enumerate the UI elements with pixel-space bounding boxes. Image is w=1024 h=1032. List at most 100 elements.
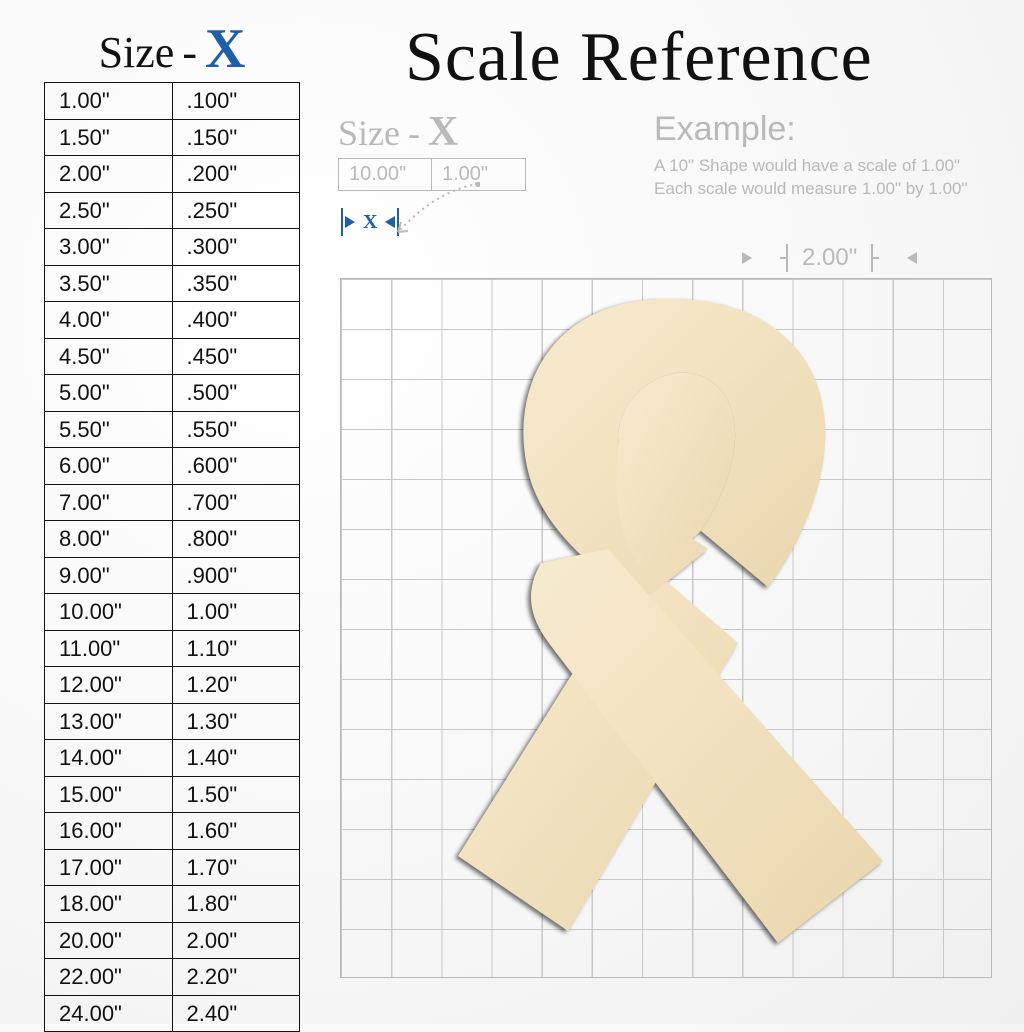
grid-dimension-label: 2.00" — [742, 244, 917, 272]
ribbon-shape-icon — [433, 291, 903, 951]
scale-cell: .700" — [172, 484, 300, 521]
size-cell: 9.00" — [45, 557, 173, 594]
mini-reference: Size - X 10.00" 1.00" — [338, 108, 526, 191]
size-table-heading: Size - X — [44, 24, 300, 82]
scale-cell: .450" — [172, 338, 300, 375]
mini-table: 10.00" 1.00" — [338, 158, 526, 191]
size-cell: 24.00" — [45, 995, 173, 1032]
table-row: 17.00"1.70" — [45, 849, 300, 886]
table-row: 18.00"1.80" — [45, 886, 300, 923]
scale-cell: .400" — [172, 302, 300, 339]
scale-cell: 1.30" — [172, 703, 300, 740]
table-row: 24.00"2.40" — [45, 995, 300, 1032]
table-row: 15.00"1.50" — [45, 776, 300, 813]
table-row: 5.00".500" — [45, 375, 300, 412]
table-row: 20.00"2.00" — [45, 922, 300, 959]
scale-cell: 2.40" — [172, 995, 300, 1032]
size-cell: 1.50" — [45, 119, 173, 156]
size-sep: - — [182, 27, 197, 78]
size-cell: 2.00" — [45, 156, 173, 193]
scale-cell: 1.40" — [172, 740, 300, 777]
mini-x-header: X — [428, 108, 458, 156]
size-cell: 12.00" — [45, 667, 173, 704]
scale-cell: 2.20" — [172, 959, 300, 996]
mini-size-label: Size — [338, 112, 400, 154]
example-line-2: Each scale would measure 1.00" by 1.00" — [654, 178, 968, 201]
scale-cell: .100" — [172, 83, 300, 120]
size-cell: 11.00" — [45, 630, 173, 667]
scale-cell: .250" — [172, 192, 300, 229]
scale-cell: 1.60" — [172, 813, 300, 850]
table-row: 10.00"1.00" — [45, 594, 300, 631]
size-cell: 1.00" — [45, 83, 173, 120]
size-cell: 3.00" — [45, 229, 173, 266]
table-row: 5.50".550" — [45, 411, 300, 448]
size-cell: 18.00" — [45, 886, 173, 923]
size-cell: 13.00" — [45, 703, 173, 740]
mini-cell-size: 10.00" — [338, 158, 432, 191]
mini-heading: Size - X — [338, 108, 526, 158]
table-row: 6.00".600" — [45, 448, 300, 485]
mini-cell-scale: 1.00" — [432, 158, 526, 191]
scale-cell: .350" — [172, 265, 300, 302]
scale-cell: 1.50" — [172, 776, 300, 813]
example-heading: Example: — [654, 110, 968, 149]
scale-cell: .900" — [172, 557, 300, 594]
scale-cell: .300" — [172, 229, 300, 266]
scale-cell: .800" — [172, 521, 300, 558]
size-cell: 3.50" — [45, 265, 173, 302]
scale-cell: 1.00" — [172, 594, 300, 631]
size-table-container: Size - X 1.00".100"1.50".150"2.00".200"2… — [44, 24, 300, 1032]
size-x-header: X — [205, 24, 245, 74]
table-row: 11.00"1.10" — [45, 630, 300, 667]
scale-cell: 1.80" — [172, 886, 300, 923]
size-cell: 17.00" — [45, 849, 173, 886]
size-cell: 15.00" — [45, 776, 173, 813]
scale-cell: .600" — [172, 448, 300, 485]
table-row: 7.00".700" — [45, 484, 300, 521]
scale-cell: .200" — [172, 156, 300, 193]
table-row: 9.00".900" — [45, 557, 300, 594]
page-title: Scale Reference — [405, 18, 873, 98]
table-row: 2.50".250" — [45, 192, 300, 229]
table-row: 12.00"1.20" — [45, 667, 300, 704]
size-cell: 8.00" — [45, 521, 173, 558]
table-row: 1.00".100" — [45, 83, 300, 120]
size-cell: 20.00" — [45, 922, 173, 959]
table-row: 13.00"1.30" — [45, 703, 300, 740]
size-cell: 14.00" — [45, 740, 173, 777]
example-line-1: A 10" Shape would have a scale of 1.00" — [654, 155, 968, 178]
size-cell: 22.00" — [45, 959, 173, 996]
scale-cell: 1.10" — [172, 630, 300, 667]
table-row: 4.50".450" — [45, 338, 300, 375]
grid-dimension-text: 2.00" — [788, 244, 871, 272]
size-cell: 6.00" — [45, 448, 173, 485]
scale-x-label: X — [355, 211, 385, 234]
scale-grid — [340, 278, 992, 978]
size-cell: 5.00" — [45, 375, 173, 412]
size-label: Size — [99, 27, 175, 78]
table-row: 3.50".350" — [45, 265, 300, 302]
scale-cell: 1.20" — [172, 667, 300, 704]
size-table: 1.00".100"1.50".150"2.00".200"2.50".250"… — [44, 82, 300, 1032]
table-row: 1.50".150" — [45, 119, 300, 156]
scale-cell: 1.70" — [172, 849, 300, 886]
size-cell: 4.00" — [45, 302, 173, 339]
size-cell: 10.00" — [45, 594, 173, 631]
table-row: 16.00"1.60" — [45, 813, 300, 850]
table-row: 3.00".300" — [45, 229, 300, 266]
table-row: 2.00".200" — [45, 156, 300, 193]
size-cell: 16.00" — [45, 813, 173, 850]
size-cell: 2.50" — [45, 192, 173, 229]
table-row: 22.00"2.20" — [45, 959, 300, 996]
table-row: 14.00"1.40" — [45, 740, 300, 777]
mini-sep: - — [408, 112, 420, 154]
example-block: Example: A 10" Shape would have a scale … — [654, 110, 968, 201]
table-row: 8.00".800" — [45, 521, 300, 558]
page-root: Scale Reference Size - X 1.00".100"1.50"… — [0, 0, 1024, 1024]
size-cell: 4.50" — [45, 338, 173, 375]
scale-cell: .500" — [172, 375, 300, 412]
scale-cell: .550" — [172, 411, 300, 448]
scale-cell: .150" — [172, 119, 300, 156]
scale-x-indicator: X — [339, 208, 401, 236]
